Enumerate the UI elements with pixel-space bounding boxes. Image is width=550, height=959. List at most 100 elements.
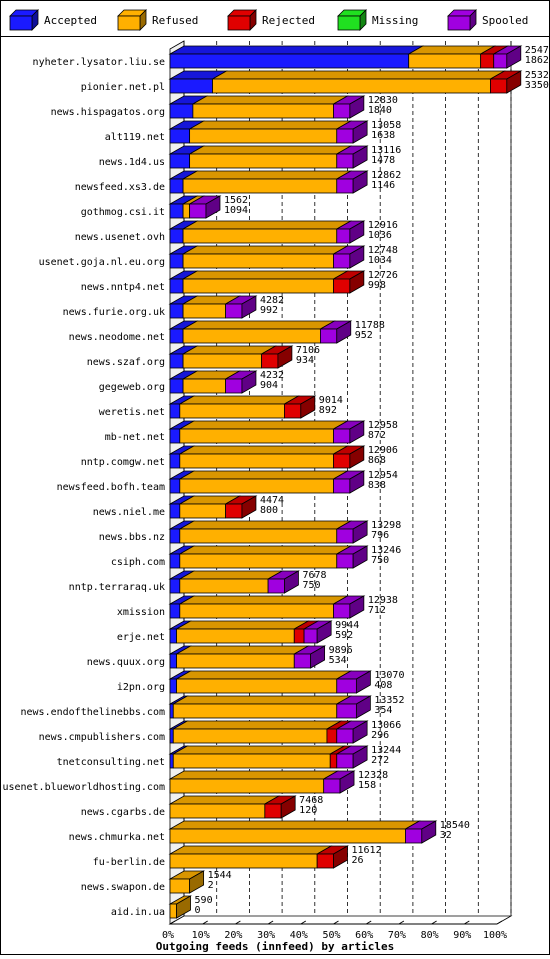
bar-label-total: 4282: [260, 295, 284, 306]
bar-segment-accepted: [169, 128, 191, 144]
x-tick-label: 40%: [290, 930, 308, 941]
bar-row: [168, 495, 258, 519]
bar-segment-refused: [189, 128, 338, 144]
bar-label-accepted: 120: [299, 805, 317, 816]
category-label: nntp.comgw.net: [81, 457, 165, 468]
category-label: news.chmurka.net: [69, 832, 165, 843]
bar-segment-spooled: [293, 653, 312, 669]
bar-row: [168, 645, 327, 669]
bar-segment-rejected: [490, 78, 508, 94]
bar-side-refused: [176, 895, 191, 919]
bar-segment-refused: [176, 628, 295, 644]
bar-top-refused: [181, 170, 353, 180]
bar-segment-accepted: [169, 228, 184, 244]
bar-row: [168, 195, 222, 219]
category-label: pionier.net.pl: [81, 82, 165, 93]
bar-top-refused: [178, 595, 350, 605]
bar-segment-refused: [179, 603, 334, 619]
category-label: nntp.terraraq.uk: [69, 582, 165, 593]
bar-segment-refused: [169, 903, 177, 919]
bar-top-refused: [178, 520, 353, 530]
bar-top-refused: [181, 320, 336, 330]
category-label: newsfeed.bofh.team: [57, 482, 165, 493]
bar-segment-refused: [189, 153, 338, 169]
bar-label-total: 12862: [371, 170, 401, 181]
bar-side-spooled: [352, 170, 368, 194]
bar-row: [168, 170, 369, 194]
x-tick-label: 90%: [453, 930, 471, 941]
category-label: gegeweb.org: [99, 382, 165, 393]
bar-row: [168, 245, 366, 269]
legend-label-spooled: Spooled: [482, 14, 528, 27]
bar-segment-refused: [192, 103, 334, 119]
bar-segment-accepted: [169, 678, 177, 694]
bar-side-rejected: [241, 495, 257, 519]
bar-side-spooled: [349, 245, 365, 269]
bar-label-total: 12748: [368, 245, 398, 256]
category-label: news.bbs.nz: [99, 532, 165, 543]
bar-side-spooled: [310, 645, 326, 669]
bar-segment-refused: [182, 303, 226, 319]
bar-segment-refused: [179, 403, 285, 419]
x-tick-label: 100%: [483, 930, 507, 941]
legend-label-refused: Refused: [152, 14, 198, 27]
bar-label-total: 13246: [371, 545, 401, 556]
bar-row: [168, 470, 366, 494]
bar-segment-spooled: [336, 553, 354, 569]
x-tick: [202, 920, 208, 925]
bar-segment-rejected: [333, 453, 351, 469]
bar-label-total: 25472: [525, 45, 550, 56]
bar-label-accepted: 934: [296, 355, 314, 366]
bar-segment-spooled: [225, 378, 243, 394]
bar-segment-spooled: [336, 228, 351, 244]
bar-segment-spooled: [333, 603, 351, 619]
bar-row: [168, 370, 258, 394]
bar-label-accepted: 1146: [371, 180, 395, 191]
bar-side-spooled: [349, 470, 365, 494]
bar-label-accepted: 712: [368, 605, 386, 616]
bar-top-refused: [171, 695, 353, 705]
bar-label-accepted: 952: [355, 330, 373, 341]
legend-label-accepted: Accepted: [44, 14, 97, 27]
bar-label-total: 13352: [374, 695, 404, 706]
bar-segment-accepted: [169, 528, 181, 544]
bar-label-accepted: 904: [260, 380, 278, 391]
category-label: news.neodome.net: [69, 332, 165, 343]
bar-label-accepted: 872: [368, 430, 386, 441]
bar-side-spooled: [352, 145, 368, 169]
bar-segment-accepted: [169, 378, 184, 394]
category-label: tnetconsulting.net: [57, 757, 165, 768]
bar-segment-rejected: [284, 403, 302, 419]
x-tick: [267, 920, 274, 925]
legend-swatch-accepted: [9, 15, 33, 31]
bar-side-rejected: [506, 70, 522, 94]
bar-segment-accepted: [169, 328, 184, 344]
bar-row: [168, 870, 206, 894]
bar-segment-refused: [182, 353, 262, 369]
category-label: news.swapon.de: [81, 882, 165, 893]
bar-top-refused: [171, 745, 346, 755]
bar-segment-refused: [169, 803, 266, 819]
bar-label-total: 1562: [224, 195, 248, 206]
bar-segment-accepted: [169, 578, 181, 594]
bar-segment-spooled: [189, 203, 207, 219]
bar-label-total: 9944: [335, 620, 359, 631]
category-label: mb-net.net: [105, 432, 165, 443]
bar-segment-refused: [182, 378, 226, 394]
bar-segment-spooled: [333, 103, 351, 119]
bar-label-accepted: 1036: [368, 230, 392, 241]
bar-label-total: 13070: [374, 670, 404, 681]
bar-segment-accepted: [169, 53, 410, 69]
bar-segment-refused: [172, 753, 331, 769]
bar-row: [168, 595, 366, 619]
bar-label-accepted: 2: [208, 880, 214, 891]
x-tick-label: 30%: [257, 930, 275, 941]
bar-row: [168, 845, 350, 869]
bar-top-refused: [178, 445, 350, 455]
legend-swatch-missing: [337, 15, 361, 31]
bar-label-total: 7468: [299, 795, 323, 806]
bar-segment-refused: [179, 528, 338, 544]
legend-item-spooled: [447, 9, 477, 31]
bar-segment-spooled: [333, 253, 351, 269]
